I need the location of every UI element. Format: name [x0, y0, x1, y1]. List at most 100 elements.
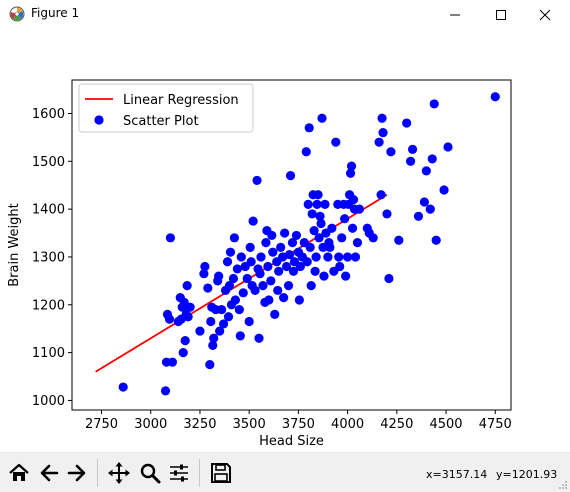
scatter-point — [242, 273, 252, 284]
scatter-point — [429, 99, 439, 109]
floppy-disk-icon — [211, 463, 231, 483]
scatter-point — [384, 273, 394, 284]
scatter-point — [402, 118, 412, 128]
save-button[interactable] — [208, 460, 234, 486]
scatter-point — [354, 204, 365, 214]
scatter-point — [183, 312, 193, 322]
scatter-point — [266, 276, 276, 286]
scatter-point — [268, 247, 278, 257]
scatter-point — [185, 302, 195, 312]
scatter-point — [347, 223, 358, 233]
scatter-point — [283, 281, 294, 291]
scatter-point — [305, 242, 315, 252]
scatter-point — [274, 266, 284, 276]
scatter-point — [419, 197, 429, 207]
x-tick-label: 3750 — [282, 417, 315, 432]
scatter-point — [394, 235, 404, 245]
x-tick-label: 4250 — [380, 417, 413, 432]
scatter-point — [229, 233, 240, 243]
scatter-point — [323, 252, 333, 262]
scatter-point — [205, 359, 215, 370]
x-tick-label: 3000 — [134, 417, 167, 432]
close-button[interactable] — [522, 0, 568, 29]
home-button[interactable] — [6, 460, 32, 486]
scatter-point — [345, 168, 356, 178]
scatter-point — [248, 216, 258, 226]
scatter-point — [285, 171, 296, 181]
scatter-point — [232, 264, 242, 274]
scatter-point — [346, 161, 357, 171]
scatter-point — [256, 252, 266, 262]
pan-button[interactable] — [106, 460, 132, 486]
configure-subplots-button[interactable] — [166, 460, 192, 486]
scatter-point — [228, 273, 239, 284]
scatter-point — [368, 233, 378, 243]
scatter-point — [382, 209, 392, 219]
home-icon — [9, 463, 29, 481]
scatter-point — [343, 252, 353, 262]
back-button[interactable] — [36, 460, 62, 486]
scatter-point — [238, 288, 248, 298]
scatter-point — [337, 233, 347, 243]
close-icon — [539, 9, 551, 20]
scatter-point — [310, 266, 320, 276]
legend-label: Linear Regression — [123, 93, 239, 108]
forward-button[interactable] — [64, 460, 90, 486]
scatter-point — [164, 314, 175, 324]
y-tick-label: 1500 — [32, 155, 65, 170]
scatter-point — [316, 218, 326, 229]
legend-label: Scatter Plot — [123, 114, 199, 129]
legend-box — [78, 83, 254, 133]
scatter-point — [214, 271, 224, 281]
scatter-point — [490, 92, 500, 102]
scatter-point — [311, 252, 321, 262]
scatter-point — [287, 238, 298, 248]
scatter-point — [350, 252, 361, 262]
scatter-point — [245, 242, 255, 252]
scatter-point — [315, 211, 325, 221]
scatter-point — [302, 257, 312, 267]
scatter-point — [281, 261, 292, 272]
minimize-button[interactable] — [432, 0, 478, 29]
zoom-button[interactable] — [137, 460, 163, 486]
scatter-point — [352, 238, 363, 248]
toolbar-separator — [97, 459, 98, 487]
sliders-icon — [170, 464, 188, 482]
y-tick-label: 1100 — [32, 346, 65, 361]
scatter-point — [267, 230, 277, 241]
y-tick-label: 1600 — [32, 107, 65, 122]
scatter-point — [443, 142, 453, 152]
scatter-point — [303, 199, 313, 209]
scatter-point — [317, 113, 327, 123]
maximize-button[interactable] — [478, 0, 524, 29]
scatter-point — [250, 285, 260, 296]
scatter-point — [439, 185, 449, 195]
y-tick-label: 1300 — [32, 250, 65, 265]
resize-grip-icon[interactable] — [558, 480, 568, 490]
scatter-point — [224, 281, 235, 291]
scatter-point — [276, 242, 286, 252]
y-tick-label: 1400 — [32, 203, 65, 218]
scatter-point — [206, 316, 216, 327]
scatter-point — [431, 235, 441, 245]
scatter-point — [118, 382, 128, 392]
scatter-point — [313, 190, 323, 200]
scatter-point — [203, 283, 213, 293]
scatter-point — [195, 326, 205, 336]
legend-circle-marker — [94, 115, 104, 125]
arrow-right-icon — [67, 464, 86, 482]
scatter-point — [307, 209, 317, 219]
window-title: Figure 1 — [31, 6, 80, 20]
scatter-point — [254, 333, 264, 343]
scatter-point — [235, 331, 245, 341]
scatter-point — [209, 333, 219, 343]
magnifier-icon — [140, 463, 161, 484]
y-tick-label: 1200 — [32, 298, 65, 313]
scatter-plot-chart[interactable]: 2750 3000 3250 3500 3750 4000 4250 4500 4750 1000… — [0, 29, 570, 452]
scatter-point — [314, 233, 324, 243]
x-tick-label: 4500 — [429, 417, 462, 432]
figure-canvas[interactable]: 2750 3000 3250 3500 3750 4000 4250 4500 4750 1000… — [0, 29, 570, 452]
scatter-point — [335, 261, 345, 272]
scatter-point — [273, 285, 283, 296]
scatter-point — [425, 204, 435, 214]
